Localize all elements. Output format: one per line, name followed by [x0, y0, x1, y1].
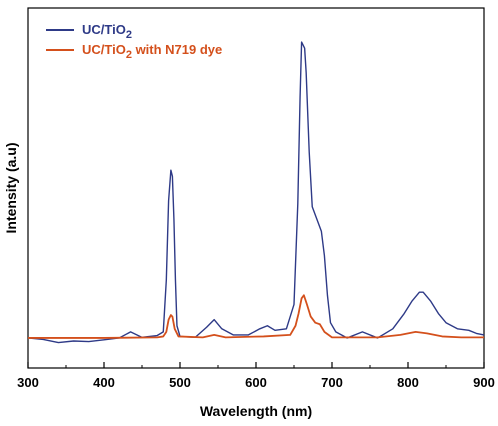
x-tick-label: 700 [321, 375, 343, 390]
plot-frame [27, 7, 485, 369]
x-axis-label: Wavelength (nm) [200, 403, 312, 419]
legend-label: UC/TiO2 [82, 22, 132, 41]
x-tick-label: 300 [17, 375, 39, 390]
x-tick-label: 800 [397, 375, 419, 390]
x-axis-tick-labels: 300 400 500 600 700 800 900 [17, 375, 495, 390]
series-line-uc-tio2-n719 [28, 294, 484, 339]
x-tick-label: 400 [93, 375, 115, 390]
y-axis-label: Intensity (a.u) [3, 142, 19, 233]
x-axis-ticks [27, 362, 485, 368]
x-tick-label: 500 [169, 375, 191, 390]
x-tick-label: 900 [473, 375, 495, 390]
legend-label: UC/TiO2 with N719 dye [82, 42, 222, 61]
series-line-uc-tio2 [27, 41, 485, 344]
series-layer [27, 41, 485, 344]
x-tick-label: 600 [245, 375, 267, 390]
